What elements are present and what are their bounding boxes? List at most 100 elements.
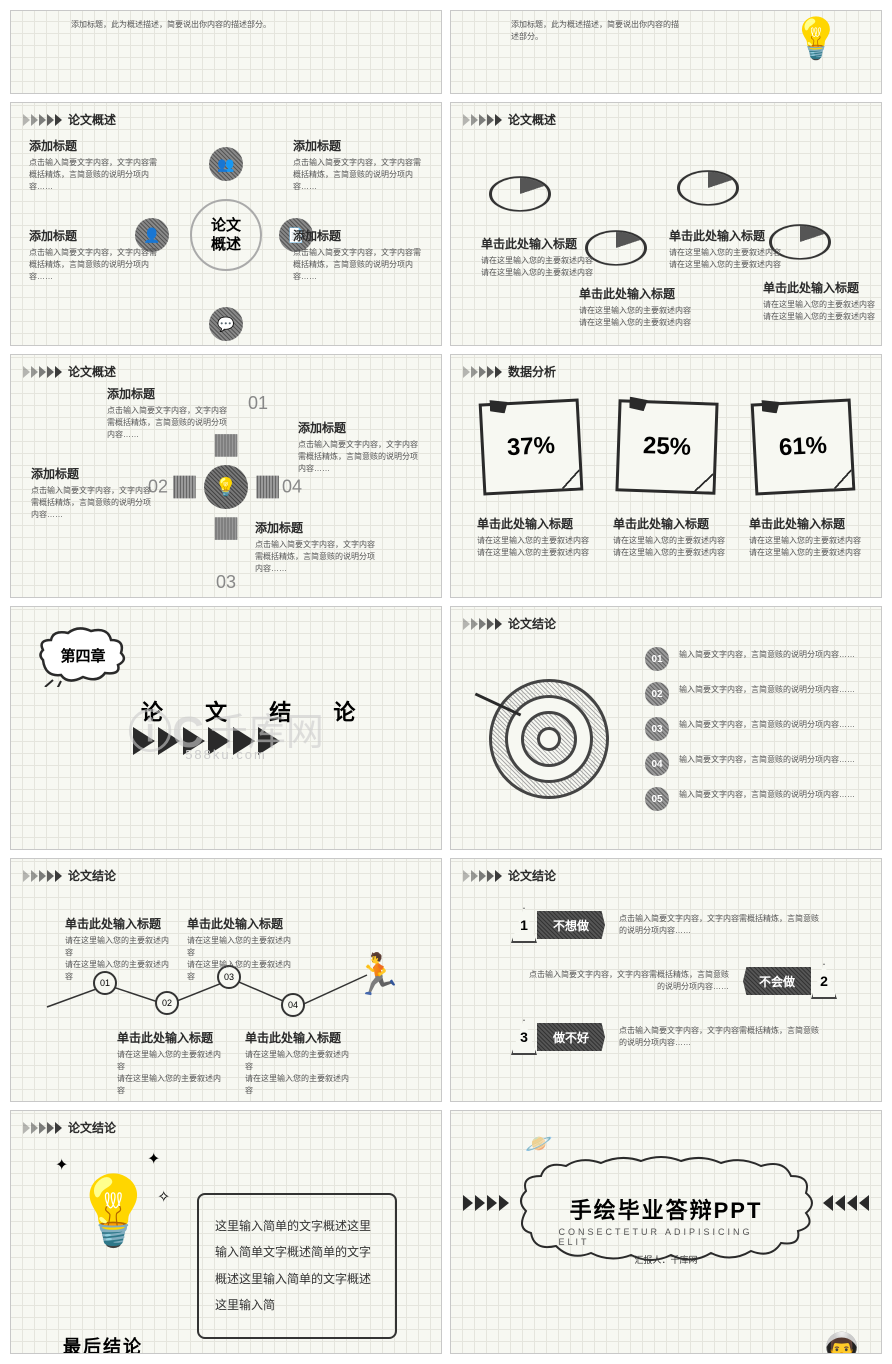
- list-num: 03: [645, 717, 669, 741]
- note-title: 单击此处输入标题: [749, 515, 869, 532]
- pie-title: 单击此处输入标题: [579, 285, 699, 302]
- slide-chapter-divider: 第四章 论 文 结 论 ⓘC千库网 588ku.com: [10, 606, 442, 850]
- center-label: 论文概述: [190, 199, 262, 271]
- bulb-icon: 💡: [204, 465, 248, 509]
- banner-num: 3: [511, 1019, 537, 1055]
- list-num: 05: [645, 787, 669, 811]
- desc: 添加标题，此为概述描述，简要说出你内容的描述部分。: [511, 19, 681, 43]
- speech-cloud-icon: 第四章: [33, 625, 133, 687]
- item-title: 添加标题: [31, 465, 156, 482]
- tl-title: 单击此处输入标题: [65, 915, 175, 932]
- timeline-dot: 02: [155, 991, 179, 1015]
- note-title: 单击此处输入标题: [613, 515, 733, 532]
- item-title: 添加标题: [107, 385, 232, 402]
- num: 01: [248, 393, 268, 414]
- banner-desc: 点击输入简要文字内容，文字内容需概括精炼，言简意赅的说明分项内容……: [619, 913, 819, 937]
- chevron-left-icon: [463, 1195, 509, 1211]
- slide-1: 添加标题，此为概述描述，简要说出你内容的描述部分。: [10, 10, 442, 94]
- item-title: 添加标题: [255, 519, 380, 536]
- pie-title: 单击此处输入标题: [763, 279, 882, 296]
- chevron-icon: [23, 114, 62, 126]
- orbit-icon-3: 💬: [209, 307, 243, 341]
- astronaut-icon: 👨‍🚀: [821, 1331, 863, 1354]
- item-title: 添加标题: [298, 419, 423, 436]
- sparkle-icon: ✦: [147, 1149, 160, 1169]
- item-title: 添加标题: [293, 137, 423, 154]
- item-desc: 点击输入简要文字内容，文字内容需概括精炼，言简意赅的说明分项内容……: [31, 485, 156, 521]
- arrow-left-icon: [162, 464, 207, 509]
- slide-final-conclusion: 论文结论 💡 ✦ ✦ ✧ 最后结论 这里输入简单的文字概述这里输入简单文字概述简…: [10, 1110, 442, 1354]
- item-title: 添加标题: [29, 227, 159, 244]
- orbit-icon-1: 👥: [209, 147, 243, 181]
- chevron-icon: [463, 618, 502, 630]
- pie-title: 单击此处输入标题: [481, 235, 601, 252]
- running-figure-icon: 🏃: [353, 951, 403, 998]
- arrow-down-icon: [203, 506, 248, 551]
- slide-grid: 添加标题，此为概述描述，简要说出你内容的描述部分。 添加标题，此为概述描述，简要…: [10, 10, 882, 1354]
- list-desc: 输入简要文字内容，言简意赅的说明分项内容……: [679, 717, 855, 731]
- cover-subtitle: CONSECTETUR ADIPISICING ELIT: [559, 1227, 774, 1247]
- item-desc: 点击输入简要文字内容，文字内容需概括精炼，言简意赅的说明分项内容……: [293, 247, 423, 283]
- slide-cover: 🪐 手绘毕业答辩PPT CONSECTETUR ADIPISICING ELIT…: [450, 1110, 882, 1354]
- header: 论文结论: [68, 867, 116, 884]
- item-desc: 点击输入简要文字内容，文字内容需概括精炼，言简意赅的说明分项内容……: [29, 247, 159, 283]
- svg-text:第四章: 第四章: [60, 647, 105, 665]
- item-title: 添加标题: [293, 227, 423, 244]
- banner-label: 不想做: [537, 911, 605, 939]
- banner-label: 做不好: [537, 1023, 605, 1051]
- sticky-note: 25%: [615, 399, 718, 494]
- item-desc: 点击输入简要文字内容，文字内容需概括精炼，言简意赅的说明分项内容……: [298, 439, 423, 475]
- chevron-right-icon: [823, 1195, 869, 1211]
- pie-icon: [489, 176, 551, 212]
- banner-label: 不会做: [743, 967, 811, 995]
- watermark-sub: 588ku.com: [185, 747, 267, 762]
- list-num: 01: [645, 647, 669, 671]
- list-desc: 输入简要文字内容，言简意赅的说明分项内容……: [679, 752, 855, 766]
- chevron-icon: [23, 870, 62, 882]
- slide-conclusion-banners: 论文结论 1 不想做 点击输入简要文字内容，文字内容需概括精炼，言简意赅的说明分…: [450, 858, 882, 1102]
- pie-icon: [677, 170, 739, 206]
- slide-conclusion-timeline: 论文结论 01 02 03 04 🏃 单击此处输入标题请在这里输入您的主要叙述内…: [10, 858, 442, 1102]
- banner-row: 1 不想做 点击输入简要文字内容，文字内容需概括精炼，言简意赅的说明分项内容……: [511, 907, 819, 943]
- tl-title: 单击此处输入标题: [117, 1029, 227, 1046]
- list-num: 02: [645, 682, 669, 706]
- header: 论文概述: [508, 111, 556, 128]
- pie-title: 单击此处输入标题: [669, 227, 789, 244]
- tl-desc: 请在这里输入您的主要叙述内容请在这里输入您的主要叙述内容: [187, 935, 297, 983]
- slide-overview-diamond: 论文概述 💡 01 04 03 02 添加标题点击输入简要文字内容，文字内容需概…: [10, 354, 442, 598]
- pie-desc: 请在这里输入您的主要叙述内容请在这里输入您的主要叙述内容: [763, 299, 882, 323]
- item-desc: 点击输入简要文字内容，文字内容需概括精炼，言简意赅的说明分项内容……: [29, 157, 159, 193]
- list-num: 04: [645, 752, 669, 776]
- header: 论文概述: [68, 363, 116, 380]
- note-title: 单击此处输入标题: [477, 515, 597, 532]
- list-desc: 输入简要文字内容，言简意赅的说明分项内容……: [679, 647, 855, 661]
- header: 论文结论: [508, 615, 556, 632]
- banner-row: 2 不会做 点击输入简要文字内容，文字内容需概括精炼，言简意赅的说明分项内容……: [529, 963, 837, 999]
- item-desc: 点击输入简要文字内容，文字内容需概括精炼，言简意赅的说明分项内容……: [255, 539, 380, 575]
- lightbulb-icon: 💡: [791, 15, 841, 62]
- slide-conclusion-target: 论文结论 01 输入简要文字内容，言简意赅的说明分项内容…… 02 输入简要文字内容…: [450, 606, 882, 850]
- item-desc: 点击输入简要文字内容，文字内容需概括精炼，言简意赅的说明分项内容……: [293, 157, 423, 193]
- chapter-title: 论 文 结 论: [141, 695, 373, 727]
- banner-row: 3 做不好 点击输入简要文字内容，文字内容需概括精炼，言简意赅的说明分项内容……: [511, 1019, 819, 1055]
- tl-desc: 请在这里输入您的主要叙述内容请在这里输入您的主要叙述内容: [117, 1049, 227, 1097]
- list-desc: 输入简要文字内容，言简意赅的说明分项内容……: [679, 787, 855, 801]
- list-desc: 输入简要文字内容，言简意赅的说明分项内容……: [679, 682, 855, 696]
- pie-desc: 请在这里输入您的主要叙述内容请在这里输入您的主要叙述内容: [481, 255, 601, 279]
- desc: 添加标题，此为概述描述，简要说出你内容的描述部分。: [71, 19, 271, 31]
- slide-2: 添加标题，此为概述描述，简要说出你内容的描述部分。 💡: [450, 10, 882, 94]
- banner-desc: 点击输入简要文字内容，文字内容需概括精炼，言简意赅的说明分项内容……: [619, 1025, 819, 1049]
- header: 数据分析: [508, 363, 556, 380]
- sparkle-icon: ✦: [55, 1155, 68, 1175]
- lightbulb-icon: 💡: [71, 1171, 156, 1251]
- num: 04: [282, 477, 302, 498]
- chevron-icon: [463, 366, 502, 378]
- tl-title: 单击此处输入标题: [187, 915, 297, 932]
- cover-title: 手绘毕业答辩PPT: [570, 1193, 763, 1225]
- final-label: 最后结论: [63, 1333, 143, 1354]
- slide-overview-pies: 论文概述 单击此处输入标题请在这里输入您的主要叙述内容请在这里输入您的主要叙述内…: [450, 102, 882, 346]
- chevron-icon: [463, 114, 502, 126]
- header: 论文结论: [508, 867, 556, 884]
- note-desc: 请在这里输入您的主要叙述内容请在这里输入您的主要叙述内容: [613, 535, 733, 559]
- cover-author: 汇报人：千库网: [634, 1253, 697, 1266]
